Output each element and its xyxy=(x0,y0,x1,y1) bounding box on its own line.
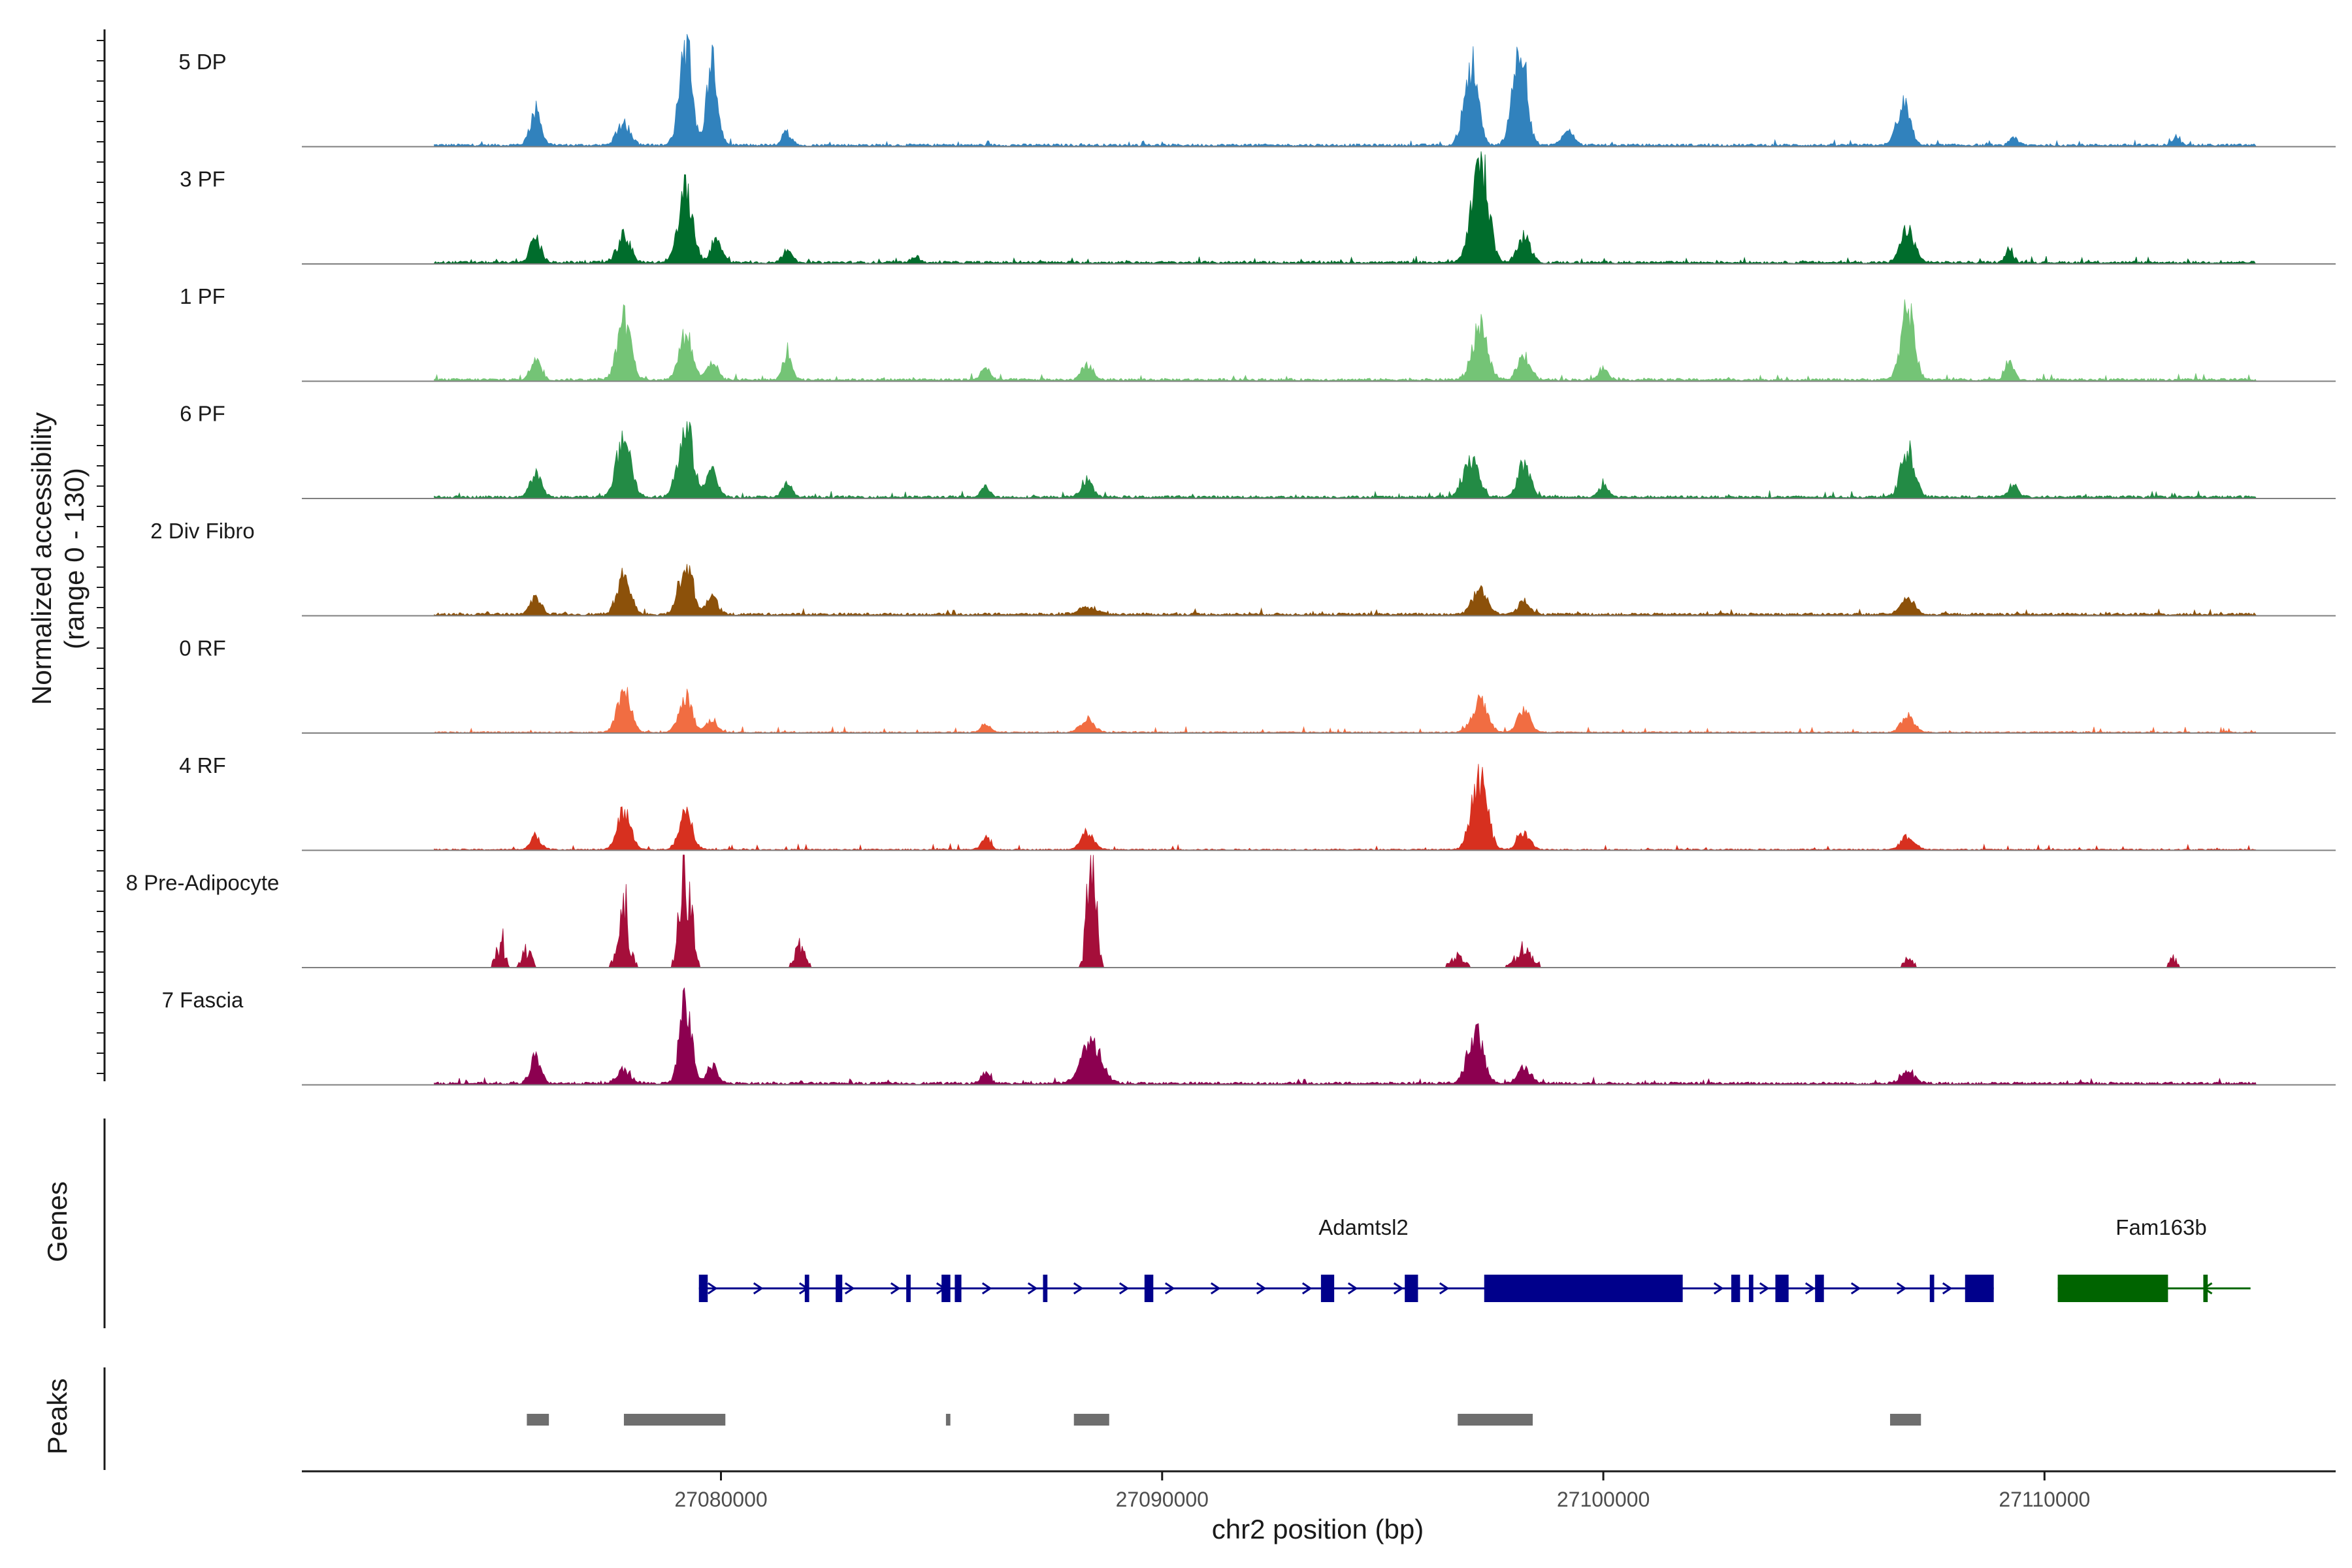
x-axis-title: chr2 position (bp) xyxy=(1212,1514,1424,1544)
gene-exon xyxy=(1748,1275,1754,1302)
gene-label: Fam163b xyxy=(2115,1215,2206,1239)
genes-panel-title: Genes xyxy=(42,1181,73,1262)
peak-region xyxy=(945,1414,951,1426)
track-label: 4 RF xyxy=(179,753,226,777)
track-6-pf: 6 PF xyxy=(180,402,2336,499)
strand-arrow xyxy=(707,1282,718,1295)
y-axis-title-line2: (range 0 - 130) xyxy=(59,468,90,649)
gene-exon xyxy=(804,1275,809,1302)
track-label: 7 Fascia xyxy=(162,988,244,1012)
x-tick-label: 27110000 xyxy=(1999,1488,2090,1511)
gene-exon xyxy=(955,1275,962,1302)
track-7-fascia: 7 Fascia xyxy=(162,987,2336,1086)
track-signal xyxy=(434,764,2257,851)
gene-adamtsl2: Adamtsl2 xyxy=(698,1215,1994,1302)
x-tick-label: 27100000 xyxy=(1557,1488,1650,1511)
strand-arrow xyxy=(1119,1282,1130,1295)
track-signal xyxy=(434,299,2257,382)
x-tick-label: 27080000 xyxy=(674,1488,767,1511)
peaks-panel-title: Peaks xyxy=(42,1379,73,1455)
track-signal xyxy=(434,987,2257,1085)
strand-arrow xyxy=(1210,1282,1221,1295)
coverage-y-axis-ticks xyxy=(97,40,105,1074)
track-label: 5 DP xyxy=(178,50,226,74)
track-0-rf: 0 RF xyxy=(179,636,2336,734)
x-axis-ticks: 27080000 27090000 27100000 27110000 xyxy=(674,1471,2090,1511)
gene-exon xyxy=(2057,1275,2168,1302)
gene-exon xyxy=(1043,1275,1048,1302)
gene-exon xyxy=(941,1275,951,1302)
strand-arrow xyxy=(1805,1282,1816,1295)
strand-arrow xyxy=(890,1282,901,1295)
gene-exon xyxy=(2203,1275,2208,1302)
peak-region xyxy=(623,1414,726,1426)
gene-exon xyxy=(1731,1275,1740,1302)
strand-arrow xyxy=(1713,1282,1724,1295)
track-label: 2 Div Fibro xyxy=(150,519,255,543)
gene-exon xyxy=(1929,1275,1935,1302)
gene-label: Adamtsl2 xyxy=(1318,1215,1409,1239)
peak-regions xyxy=(527,1414,1921,1426)
gene-exon xyxy=(1144,1275,1154,1302)
gene-exon xyxy=(1775,1275,1789,1302)
peak-region xyxy=(1073,1414,1109,1426)
gene-exon xyxy=(836,1275,843,1302)
track-signal xyxy=(434,564,2257,616)
gene-annotations: Adamtsl2 Fam163b xyxy=(698,1215,2251,1302)
track-5-dp: 5 DP xyxy=(178,34,2336,148)
y-axis-title-line1: Normalized accessibility xyxy=(26,412,57,705)
strand-arrow xyxy=(1164,1282,1175,1295)
track-1-pf: 1 PF xyxy=(180,284,2336,382)
track-4-rf: 4 RF xyxy=(179,753,2336,851)
track-label: 3 PF xyxy=(180,167,225,191)
peak-region xyxy=(1458,1414,1533,1426)
track-signal xyxy=(434,151,2257,265)
strand-arrow xyxy=(1027,1282,1038,1295)
track-8-pre-adipocyte: 8 Pre-Adipocyte xyxy=(126,855,2336,968)
strand-arrow xyxy=(1850,1282,1861,1295)
track-signal xyxy=(434,855,2257,968)
gene-fam163b: Fam163b xyxy=(2057,1215,2251,1302)
gene-exon xyxy=(1815,1275,1824,1302)
track-signal xyxy=(434,34,2257,147)
strand-arrow xyxy=(1759,1282,1770,1295)
strand-arrow xyxy=(1256,1282,1267,1295)
track-label: 0 RF xyxy=(179,636,226,661)
strand-arrow xyxy=(1393,1282,1404,1295)
track-2-div-fibro: 2 Div Fibro xyxy=(150,519,2336,617)
x-tick-label: 27090000 xyxy=(1116,1488,1209,1511)
strand-arrow xyxy=(1896,1282,1907,1295)
gene-exon xyxy=(1965,1275,1994,1302)
coverage-tracks: 5 DP 3 PF 1 PF 6 PF 2 Div Fibro 0 RF 4 RF 8 Pre… xyxy=(126,34,2336,1086)
strand-arrow xyxy=(753,1282,764,1295)
gene-exon xyxy=(906,1275,911,1302)
track-3-pf: 3 PF xyxy=(180,151,2336,265)
track-signal xyxy=(434,421,2257,499)
strand-arrow xyxy=(1347,1282,1358,1295)
strand-arrow xyxy=(1439,1282,1450,1295)
track-label: 8 Pre-Adipocyte xyxy=(126,871,280,895)
peak-region xyxy=(1889,1414,1921,1426)
strand-arrow xyxy=(1942,1282,1953,1295)
track-label: 1 PF xyxy=(180,284,225,308)
strand-arrow xyxy=(1073,1282,1084,1295)
track-signal xyxy=(434,687,2257,734)
strand-arrow xyxy=(844,1282,855,1295)
gene-exon xyxy=(1484,1275,1683,1302)
peak-region xyxy=(527,1414,549,1426)
gene-exon xyxy=(698,1275,708,1302)
track-label: 6 PF xyxy=(180,402,225,426)
gene-exon xyxy=(1405,1275,1418,1302)
strand-arrow xyxy=(1301,1282,1313,1295)
strand-arrow xyxy=(981,1282,992,1295)
gene-exon xyxy=(1320,1275,1335,1302)
